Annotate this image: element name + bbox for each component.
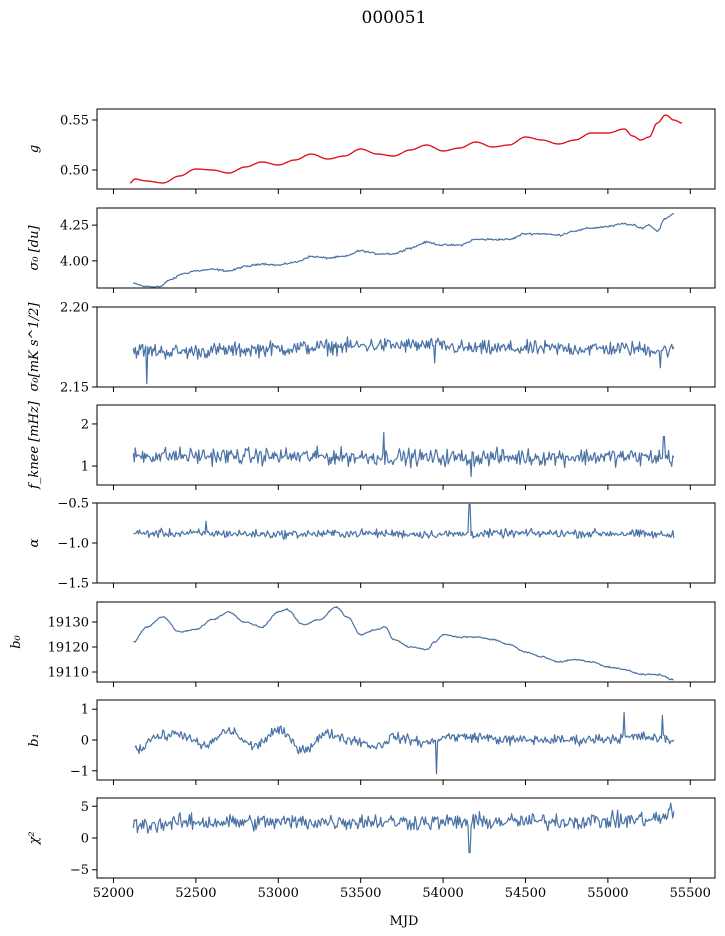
panel-5-series-line (133, 504, 675, 541)
y-tick-label: 0 (81, 734, 89, 749)
panel-4-frame (96, 404, 716, 486)
panel-6-series-line (133, 605, 674, 681)
panel-1-series-line (129, 114, 683, 184)
y-tick-label: −1 (70, 764, 89, 779)
x-tick-label: 52500 (175, 886, 216, 901)
panel-7: −1 0 1 b₁ (27, 699, 716, 785)
panel-8-frame (96, 797, 716, 879)
panel-4-series-line (132, 431, 675, 478)
y-tick-label: 1 (81, 703, 89, 718)
y-tick-label: 4.00 (60, 254, 89, 269)
panel-5-frame (96, 502, 716, 584)
panel-3-series-line (132, 336, 675, 385)
y-tick-label: 19120 (48, 641, 89, 656)
panel-2-y-label: σ₀ [du] (27, 225, 42, 271)
panel-5-y-label: α (27, 538, 42, 547)
y-tick-label: −1.0 (57, 537, 89, 552)
figure-title: 000051 (362, 8, 427, 28)
panel-7-y-label: b₁ (27, 733, 42, 747)
y-tick-label: 0.55 (60, 114, 89, 129)
y-tick-label: 2.20 (60, 301, 89, 316)
panel-3-frame (96, 306, 716, 388)
panel-8-series-line (132, 802, 675, 854)
panel-6-frame (96, 601, 716, 683)
panel-4-y-label: f_knee [mHz] (27, 400, 42, 490)
panel-8: −5 0 5 52000 52500 53000 53500 54000 54500 55000 5… (27, 797, 716, 901)
panel-2-frame (96, 207, 716, 289)
x-axis-label: MJD (390, 914, 419, 929)
panel-1: 0.50 0.55 g (27, 108, 716, 194)
x-tick-label: 54500 (505, 886, 546, 901)
y-tick-label: −5 (70, 863, 89, 878)
x-tick-label: 52000 (93, 886, 134, 901)
x-tick-label: 54000 (422, 886, 463, 901)
y-tick-label: 5 (81, 800, 89, 815)
y-tick-label: 4.25 (60, 219, 89, 234)
panel-3-y-label: σ₀[mK s^1/2] (27, 302, 42, 392)
y-tick-label: 2.15 (60, 381, 89, 396)
panel-3: 2.15 2.20 σ₀[mK s^1/2] (27, 301, 716, 396)
panels-group: 0.50 0.55 g 4.00 4.25 σ₀ [du] 2.15 2.20 σ₀[mK s^… (9, 108, 716, 901)
panel-4: 1 2 f_knee [mHz] (27, 400, 716, 490)
y-tick-label: −0.5 (57, 497, 89, 512)
panel-2: 4.00 4.25 σ₀ [du] (27, 207, 716, 293)
y-tick-label: 2 (81, 417, 89, 432)
x-tick-label: 53500 (340, 886, 381, 901)
panel-6-y-label: b₀ (9, 634, 24, 648)
panel-1-underlay-line (129, 114, 683, 184)
panel-7-series-line (134, 711, 675, 775)
panel-6: 19110 19120 19130 b₀ (9, 601, 716, 687)
x-tick-label: 55000 (587, 886, 628, 901)
panel-1-frame (96, 108, 716, 190)
panel-1-y-label: g (27, 145, 42, 153)
y-tick-label: 19130 (48, 616, 89, 631)
y-tick-label: 0.50 (60, 164, 89, 179)
y-tick-label: −1.5 (57, 577, 89, 592)
panel-8-y-label: χ² (27, 831, 42, 845)
y-tick-label: 19110 (48, 666, 89, 681)
y-tick-label: 1 (81, 460, 89, 475)
x-tick-label: 53000 (258, 886, 299, 901)
x-tick-label: 55500 (670, 886, 711, 901)
panel-2-series-line (132, 213, 674, 288)
panel-5: −1.5 −1.0 −0.5 α (27, 497, 716, 592)
y-tick-label: 0 (81, 832, 89, 847)
